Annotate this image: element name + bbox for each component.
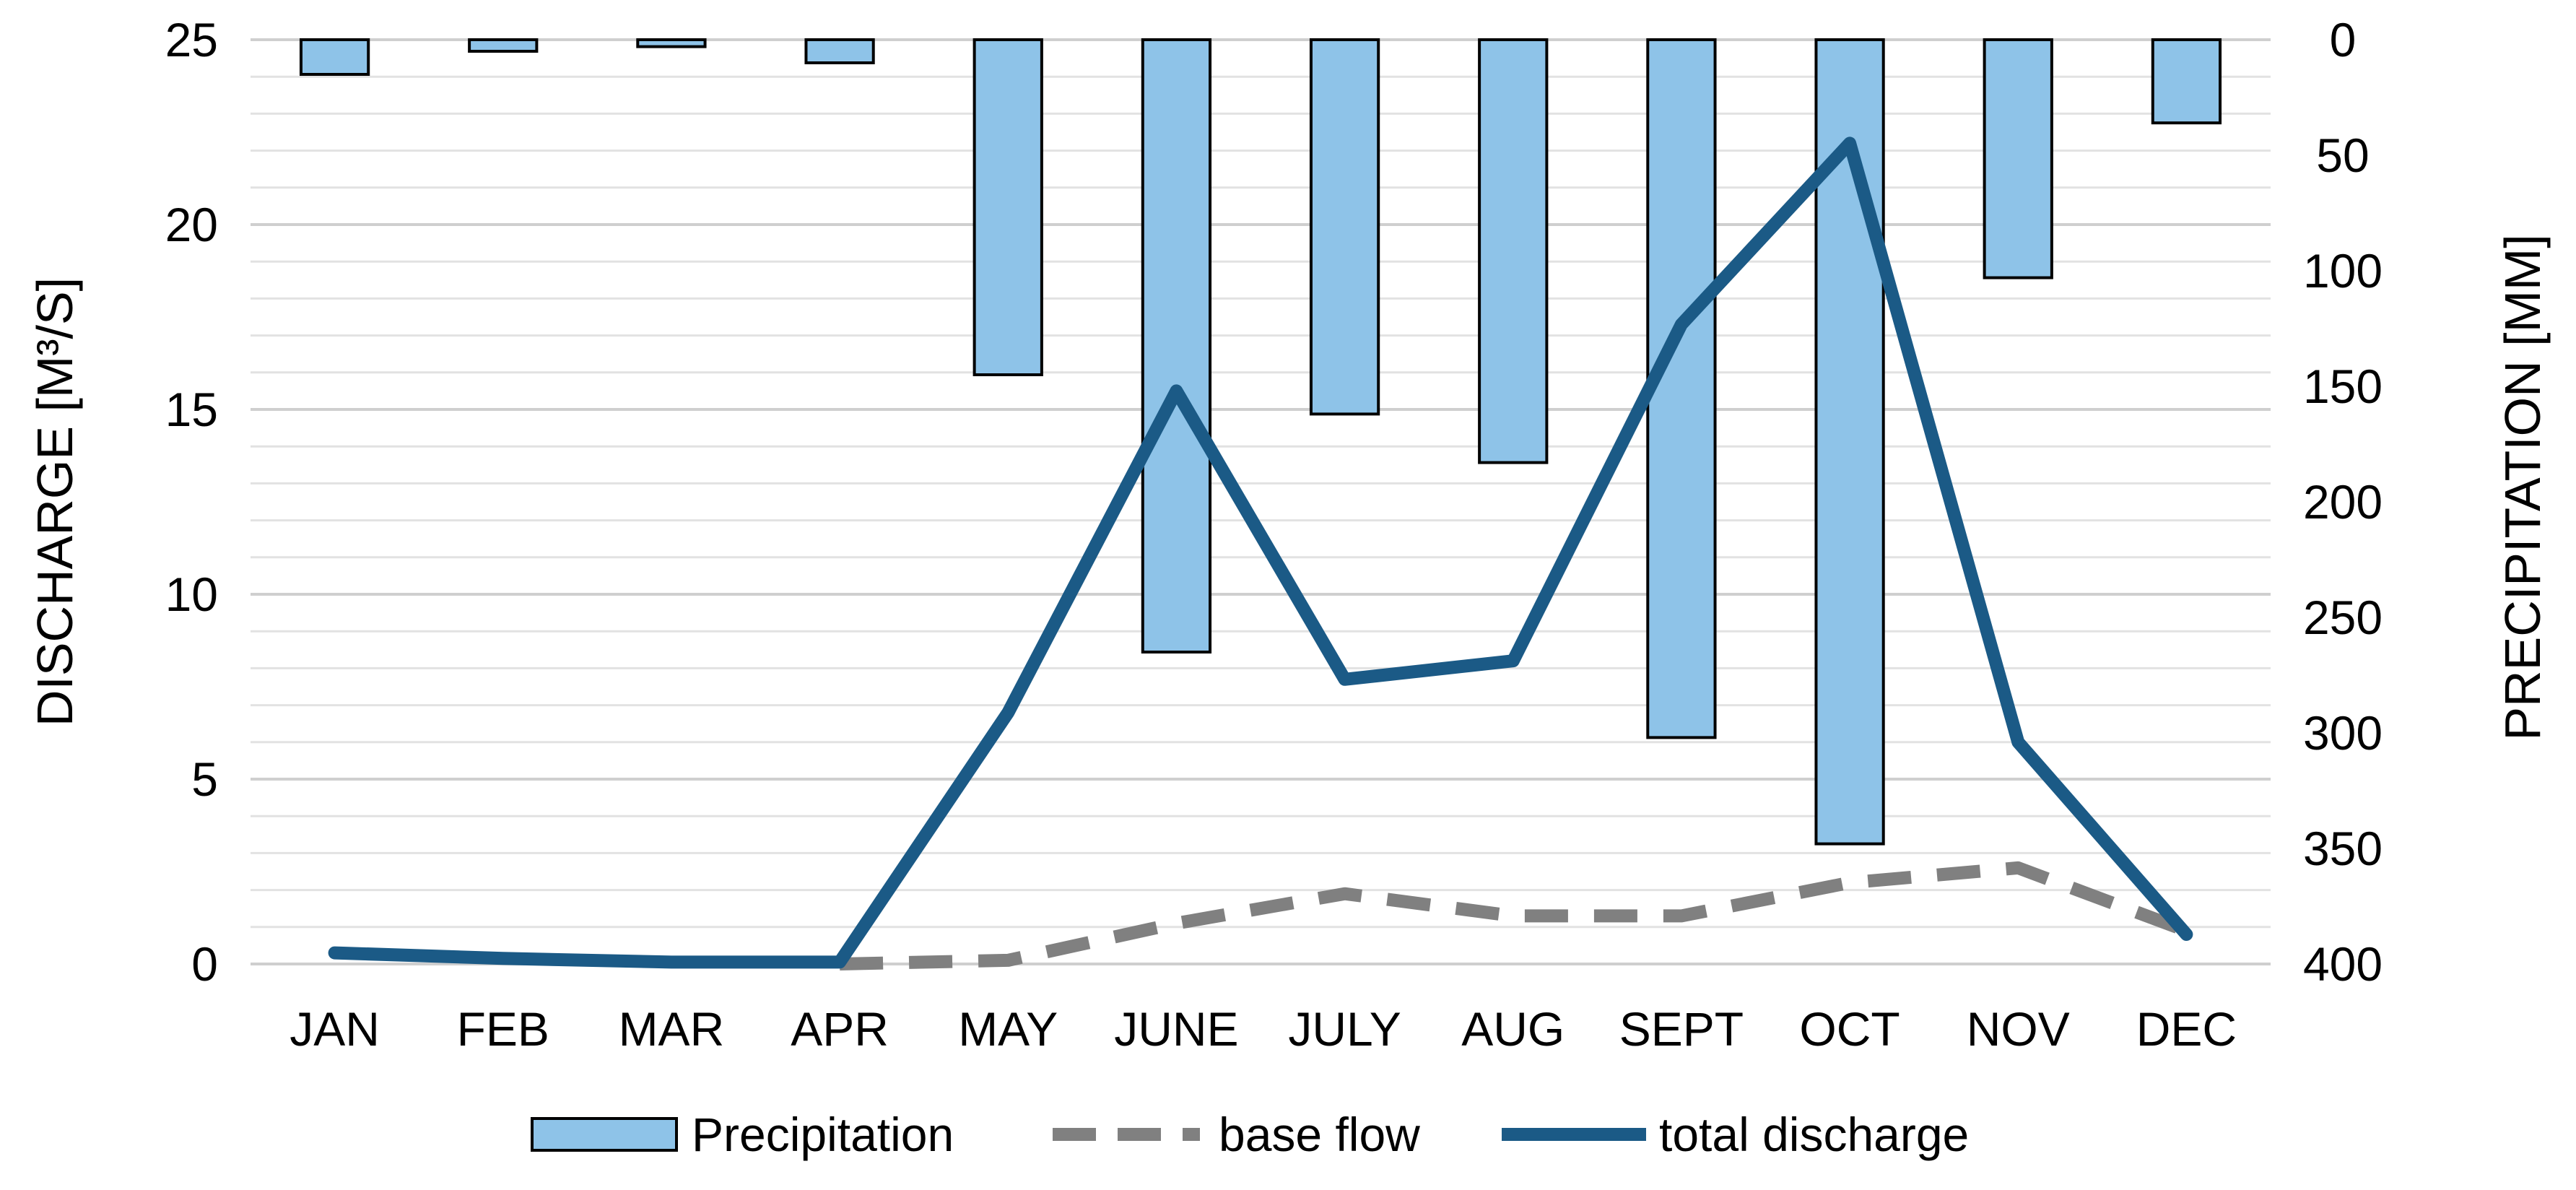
left-axis-tick-label: 15 [165,383,218,436]
precipitation-bar-june [1141,38,1212,653]
gridlines [251,38,2271,965]
x-axis-tick-label: DEC [2136,1002,2237,1056]
right-axis-tick-label: 150 [2303,360,2383,413]
right-axis-tick-label: 250 [2303,591,2383,644]
precipitation-bar-mar [636,38,707,48]
x-axis-tick-label: MAY [958,1002,1058,1056]
precipitation-bar-aug [1478,38,1549,464]
x-axis-tick-label: AUG [1461,1002,1565,1056]
right-axis-tick-label: 50 [2316,129,2369,182]
right-axis-title: PRECIPITATION [MM] [2494,234,2551,740]
legend-label-base-flow: base flow [1219,1108,1420,1161]
x-axis-tick-label: SEPT [1619,1002,1744,1056]
discharge-lines [328,136,2193,970]
left-axis-tick-label: 0 [191,937,218,991]
precipitation-bar-jan [299,38,370,76]
x-axis-tick-label: OCT [1799,1002,1900,1056]
legend-label-precipitation: Precipitation [692,1108,954,1161]
precipitation-bar-july [1309,38,1380,416]
x-axis-tick-label: NOV [1967,1002,2070,1056]
legend-label-total-discharge: total discharge [1659,1108,1969,1161]
x-axis-tick-label: JAN [290,1002,380,1056]
x-axis-tick-label: MAR [619,1002,725,1056]
precipitation-bar-may [972,38,1043,376]
x-axis-tick-label: JULY [1288,1002,1401,1056]
legend-swatch-precipitation [531,1117,678,1152]
precipitation-bar-apr [804,38,875,64]
x-axis-tick-label: JUNE [1114,1002,1238,1056]
left-axis-tick-label: 20 [165,198,218,251]
left-axis-tick-label: 10 [165,568,218,621]
right-axis-tick-label: 0 [2330,13,2357,66]
left-axis-tick-label: 5 [191,752,218,806]
base-flow-line [839,861,2189,970]
precipitation-bar-dec [2151,38,2222,125]
precipitation-bar-feb [468,38,539,53]
left-axis-title: DISCHARGE [M³/S] [27,277,83,726]
precipitation-bar-nov [1983,38,2053,279]
right-axis-tick-label: 200 [2303,475,2383,529]
legend: Precipitation base flow total discharge [531,1108,1969,1161]
right-axis-tick-label: 100 [2303,244,2383,298]
right-axis-tick-label: 300 [2303,706,2383,760]
left-axis-tick-label: 25 [165,13,218,66]
x-axis-tick-label: FEB [457,1002,549,1056]
right-axis-tick-label: 400 [2303,937,2383,991]
total-discharge-line [328,136,2193,969]
precipitation-bar-sept [1646,38,1717,739]
right-axis-tick-label: 350 [2303,822,2383,875]
x-axis-tick-label: APR [791,1002,889,1056]
